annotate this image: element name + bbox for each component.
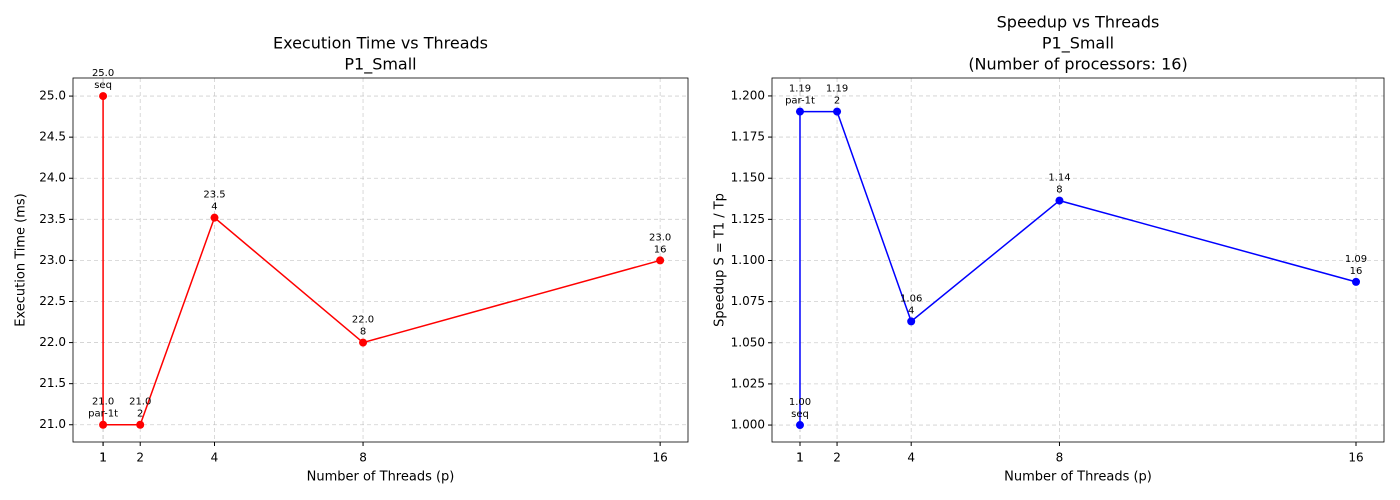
chart-title: P1_Small (344, 55, 416, 75)
point-label: 8 (360, 327, 366, 338)
data-point (907, 317, 916, 326)
y-tick-label: 21.5 (39, 376, 66, 390)
x-tick-label: 1 (796, 451, 804, 465)
y-axis-label: Speedup S = T1 / Tp (713, 193, 728, 327)
value-label: 1.09 (1345, 254, 1367, 265)
point-label: seq (94, 80, 112, 91)
y-tick-label: 1.125 (731, 212, 765, 226)
point-label: par-1t (88, 409, 118, 420)
value-label: 23.0 (649, 232, 671, 243)
y-tick-label: 1.200 (731, 88, 765, 102)
data-point (210, 213, 219, 222)
y-tick-label: 23.0 (39, 253, 66, 267)
y-axis-label: Execution Time (ms) (14, 193, 29, 326)
data-point (359, 338, 368, 347)
value-label: 25.0 (92, 68, 114, 79)
plot-frame (771, 77, 1385, 443)
data-point (795, 421, 804, 430)
value-label: 1.00 (789, 397, 811, 408)
y-tick-label: 1.000 (731, 418, 765, 432)
point-label: 16 (1350, 266, 1363, 277)
y-tick-label: 25.0 (39, 89, 66, 103)
value-label: 21.0 (92, 397, 114, 408)
y-tick-label: 22.0 (39, 335, 66, 349)
chart-title: Speedup vs Threads (997, 13, 1160, 32)
value-label: 1.19 (826, 84, 848, 95)
x-axis-label: Number of Threads (p) (1004, 470, 1152, 485)
value-label: 1.19 (789, 84, 811, 95)
x-tick-label: 8 (359, 451, 367, 465)
point-label: par-1t (785, 96, 815, 107)
point-label: 4 (908, 305, 914, 316)
data-point (99, 420, 108, 429)
data-line (799, 110, 1357, 426)
x-tick-label: 4 (211, 451, 219, 465)
chart-title: (Number of processors: 16) (968, 55, 1187, 74)
data-point (833, 107, 842, 116)
x-tick-label: 2 (136, 451, 144, 465)
data-point (1055, 196, 1064, 205)
point-label: 2 (137, 409, 143, 420)
value-label: 1.06 (900, 293, 922, 304)
x-tick-label: 2 (833, 451, 841, 465)
x-tick-label: 1 (99, 451, 107, 465)
plot-frame (72, 77, 689, 443)
value-label: 21.0 (129, 397, 151, 408)
value-label: 1.14 (1048, 173, 1070, 184)
y-tick-label: 24.5 (39, 130, 66, 144)
x-tick-label: 1 (99, 451, 107, 465)
x-tick-label: 4 (907, 451, 915, 465)
x-tick-label: 8 (1056, 451, 1064, 465)
data-point (136, 420, 145, 429)
y-tick-label: 1.150 (731, 171, 765, 185)
value-label: 23.5 (203, 190, 225, 201)
point-label: 16 (654, 244, 667, 255)
y-tick-label: 1.175 (731, 130, 765, 144)
data-point (99, 92, 108, 101)
y-tick-label: 22.5 (39, 294, 66, 308)
data-line (102, 96, 661, 426)
y-tick-label: 1.075 (731, 294, 765, 308)
y-tick-label: 1.100 (731, 253, 765, 267)
y-tick-label: 1.050 (731, 335, 765, 349)
y-tick-label: 21.0 (39, 417, 66, 431)
data-point (795, 107, 804, 116)
chart-title: P1_Small (1042, 34, 1114, 54)
x-axis-label: Number of Threads (p) (307, 470, 455, 485)
x-tick-label: 16 (653, 451, 668, 465)
y-tick-label: 1.025 (731, 376, 765, 390)
chart-title: Execution Time vs Threads (273, 34, 488, 53)
y-tick-label: 24.0 (39, 171, 66, 185)
point-label: 2 (834, 96, 840, 107)
point-label: 8 (1056, 185, 1062, 196)
data-point (1352, 277, 1361, 286)
data-point (656, 256, 665, 265)
y-tick-label: 23.5 (39, 212, 66, 226)
x-tick-label: 1 (796, 451, 804, 465)
point-label: seq (791, 409, 809, 420)
value-label: 22.0 (352, 315, 374, 326)
point-label: 4 (211, 202, 217, 213)
x-tick-label: 16 (1348, 451, 1363, 465)
